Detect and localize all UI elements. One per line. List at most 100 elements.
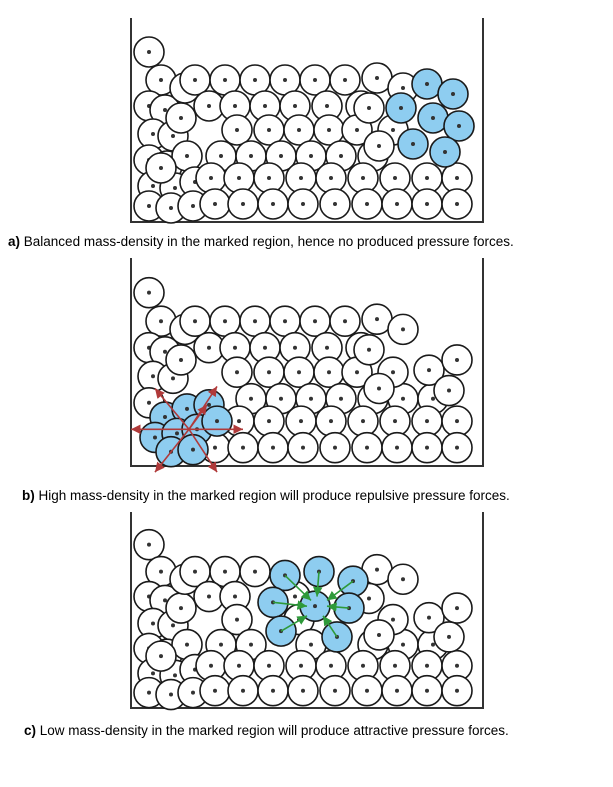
particle: [387, 563, 419, 596]
particle: [311, 331, 343, 364]
particle: [441, 344, 473, 376]
particle: [441, 674, 473, 707]
particle: [133, 36, 165, 68]
marked-particle: [177, 433, 209, 466]
particle: [381, 431, 413, 464]
caption-b-label: b): [22, 488, 35, 503]
marked-particle: [443, 110, 475, 142]
caption-a-text: Balanced mass-density in the marked regi…: [23, 234, 514, 249]
container-c: [130, 512, 484, 709]
particle: [165, 102, 197, 134]
attractive-force-arrow: [284, 574, 312, 601]
attractive-force-arrow: [272, 600, 308, 610]
particle: [253, 405, 285, 437]
particle: [319, 188, 351, 220]
particle: [363, 130, 395, 162]
marked-particle: [385, 92, 417, 124]
particle: [441, 405, 473, 437]
particle: [441, 188, 473, 220]
particle: [351, 674, 383, 707]
repulsive-force-arrow: [188, 404, 208, 430]
particle: [363, 619, 395, 651]
panel-b-diagram: [130, 258, 484, 473]
particle: [433, 374, 465, 407]
particle: [413, 354, 445, 386]
caption-a: a) Balanced mass-density in the marked r…: [8, 234, 514, 249]
particle: [441, 592, 473, 624]
particle: [199, 674, 231, 707]
particle: [269, 305, 301, 338]
particle: [413, 601, 445, 634]
particle: [283, 356, 315, 388]
particle: [329, 64, 361, 96]
particle: [311, 90, 343, 122]
particle: [319, 674, 351, 707]
panel-a-diagram: [130, 18, 484, 224]
particle: [179, 64, 211, 96]
caption-c: c) Low mass-density in the marked region…: [24, 723, 509, 738]
caption-c-text: Low mass-density in the marked region wi…: [39, 723, 509, 738]
container-b: [130, 258, 484, 467]
particle: [145, 152, 177, 184]
particle: [381, 188, 413, 220]
particle: [381, 674, 413, 707]
container-a: [130, 18, 484, 223]
particle: [257, 674, 289, 707]
caption-c-label: c): [24, 723, 37, 738]
particle: [257, 431, 289, 464]
particle: [221, 356, 253, 388]
particle: [433, 621, 465, 653]
particle: [411, 188, 443, 220]
caption-b: b) High mass-density in the marked regio…: [22, 488, 510, 503]
particle: [133, 276, 165, 309]
particle: [195, 162, 227, 194]
particle: [145, 640, 177, 672]
marked-particle: [397, 128, 429, 160]
particle: [319, 431, 351, 464]
particle: [351, 188, 383, 220]
repulsive-force-arrow: [188, 428, 218, 473]
particle: [347, 162, 379, 194]
attractive-force-arrow: [322, 615, 338, 638]
particle: [179, 305, 211, 338]
marked-particle: [437, 78, 469, 110]
particle: [165, 344, 197, 376]
marked-particle: [429, 136, 461, 168]
particle: [315, 162, 347, 194]
particle: [347, 405, 379, 437]
particle: [239, 305, 271, 338]
particle: [411, 431, 443, 464]
particle: [227, 188, 259, 220]
attractive-force-arrow: [326, 580, 354, 602]
particle: [257, 188, 289, 220]
caption-a-label: a): [8, 234, 21, 249]
particle: [253, 356, 285, 388]
particle: [221, 114, 253, 146]
particle: [353, 333, 385, 366]
particle: [199, 188, 231, 220]
particle: [441, 649, 473, 682]
particle: [329, 305, 361, 338]
particle: [253, 162, 285, 194]
particle: [221, 603, 253, 636]
particle: [441, 431, 473, 464]
particle: [287, 431, 319, 464]
particle: [411, 405, 443, 437]
marked-particle: [201, 405, 233, 437]
particle: [411, 674, 443, 707]
repulsive-force-arrow: [154, 428, 190, 473]
particle: [227, 431, 259, 464]
particle: [165, 592, 197, 624]
attractive-force-arrow: [280, 615, 308, 632]
particle: [315, 405, 347, 437]
panel-c-diagram: [130, 512, 484, 711]
caption-b-text: High mass-density in the marked region w…: [38, 488, 510, 503]
particle: [209, 305, 241, 338]
particle: [313, 356, 345, 388]
particle: [239, 555, 271, 588]
particle: [287, 188, 319, 220]
particle: [353, 92, 385, 124]
particle: [223, 162, 255, 194]
